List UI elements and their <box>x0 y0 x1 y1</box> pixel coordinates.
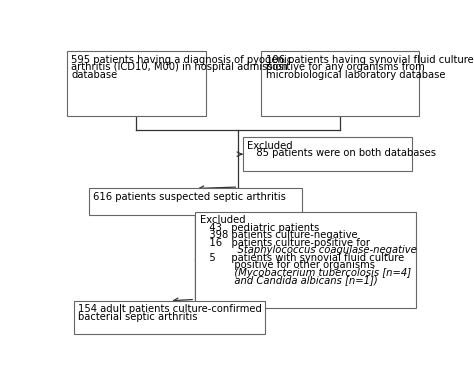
Text: 595 patients having a diagnosis of pyogenic: 595 patients having a diagnosis of pyoge… <box>71 55 292 65</box>
Text: and Candida albicans [n=1]): and Candida albicans [n=1]) <box>200 275 377 285</box>
Text: 43   pediatric patients: 43 pediatric patients <box>200 223 319 233</box>
Text: Staphylococcus coagulase-negative: Staphylococcus coagulase-negative <box>200 245 416 255</box>
Text: 154 adult patients culture-confirmed: 154 adult patients culture-confirmed <box>78 304 262 314</box>
FancyBboxPatch shape <box>243 138 412 171</box>
Text: positive for any organisms from: positive for any organisms from <box>266 62 424 72</box>
FancyBboxPatch shape <box>74 301 265 334</box>
Text: 16   patients culture-positive for: 16 patients culture-positive for <box>200 238 370 248</box>
Text: Excluded: Excluded <box>247 141 293 151</box>
Text: 398 patients culture-negative: 398 patients culture-negative <box>200 230 357 240</box>
Text: database: database <box>71 70 117 80</box>
Text: (Mycobacterium tubercolosis [n=4]: (Mycobacterium tubercolosis [n=4] <box>200 268 410 278</box>
Text: 616 patients suspected septic arthritis: 616 patients suspected septic arthritis <box>93 192 286 202</box>
Text: positive for other organisms: positive for other organisms <box>200 260 374 270</box>
Text: bacterial septic arthritis: bacterial septic arthritis <box>78 312 198 322</box>
Text: 106 patients having synovial fluid culture: 106 patients having synovial fluid cultu… <box>266 55 474 65</box>
Text: 5     patients with synovial fluid culture: 5 patients with synovial fluid culture <box>200 253 404 263</box>
Text: microbiological laboratory database: microbiological laboratory database <box>266 70 445 80</box>
FancyBboxPatch shape <box>89 188 301 215</box>
Text: arthritis (ICD10, M00) in hospital admission: arthritis (ICD10, M00) in hospital admis… <box>71 62 288 72</box>
Text: Excluded: Excluded <box>200 215 245 226</box>
FancyBboxPatch shape <box>195 212 416 308</box>
Text: 85 patients were on both databases: 85 patients were on both databases <box>247 149 437 158</box>
FancyBboxPatch shape <box>261 51 419 116</box>
FancyBboxPatch shape <box>66 51 206 116</box>
